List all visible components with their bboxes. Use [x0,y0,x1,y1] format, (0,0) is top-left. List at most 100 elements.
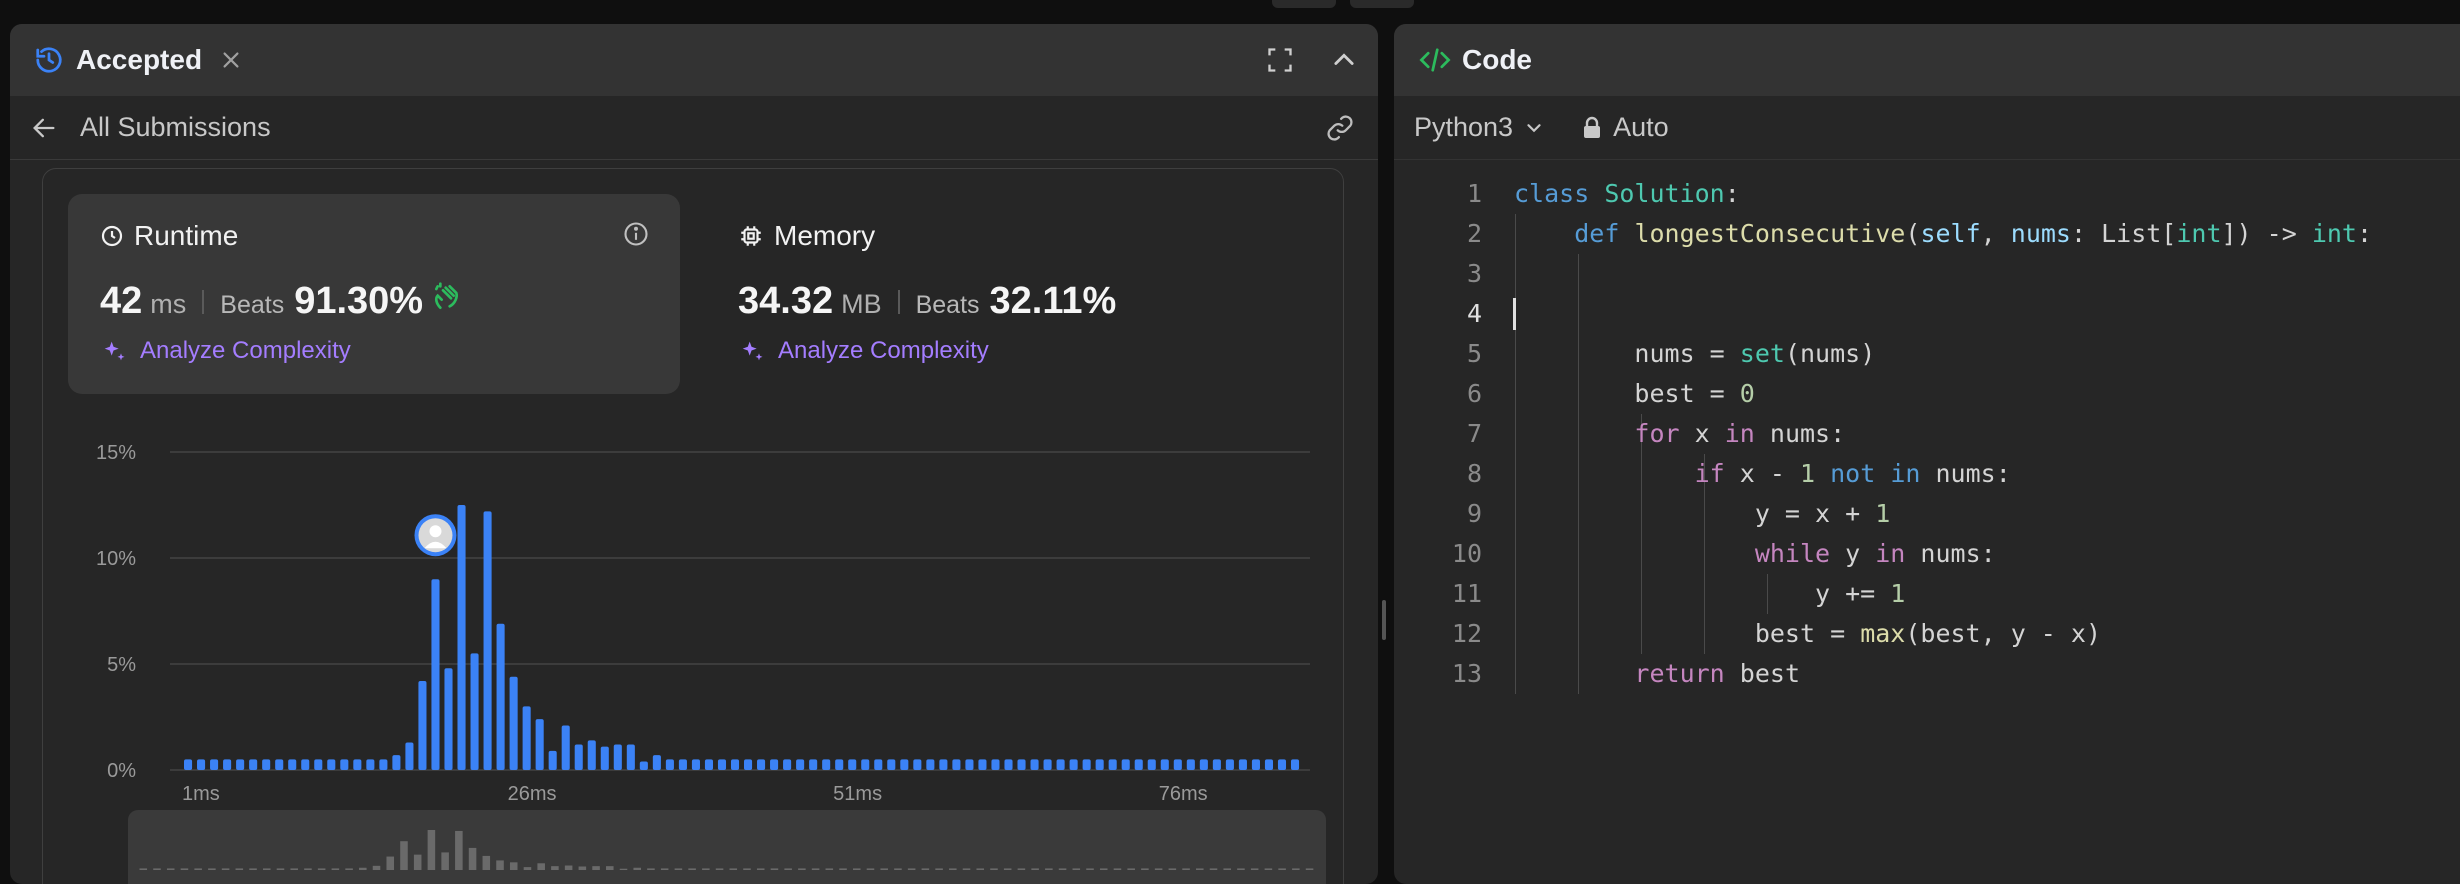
chart-bar[interactable] [366,759,375,770]
chart-bar[interactable] [262,759,271,770]
chart-bar[interactable] [223,759,232,770]
chart-bar[interactable] [236,759,245,770]
chart-bar[interactable] [1199,759,1208,770]
chart-bar[interactable] [639,761,648,770]
close-icon[interactable] [220,49,242,71]
chart-bar[interactable] [665,759,674,770]
chart-bar[interactable] [926,759,935,770]
fullscreen-icon[interactable] [1266,46,1294,74]
chart-bar[interactable] [652,755,661,770]
chart-bar[interactable] [470,653,479,770]
chart-bar[interactable] [1251,759,1260,770]
chart-bar[interactable] [757,759,766,770]
chart-bar[interactable] [1030,759,1039,770]
chart-bar[interactable] [587,740,596,770]
chart-bar[interactable] [1225,759,1234,770]
chart-bar[interactable] [249,759,258,770]
chart-bar[interactable] [874,759,883,770]
chart-bar[interactable] [770,759,779,770]
chart-bar[interactable] [288,759,297,770]
info-icon[interactable] [622,220,650,248]
chart-bar[interactable] [1108,759,1117,770]
chart-bar[interactable] [457,505,466,770]
auto-mode-toggle[interactable]: Auto [1581,112,1669,143]
your-submission-avatar-marker[interactable] [414,514,457,557]
chart-bar[interactable] [1069,759,1078,770]
chart-bar[interactable] [744,759,753,770]
tab-accepted[interactable]: Accepted [76,44,203,75]
chart-bar[interactable] [1134,759,1143,770]
chart-bar[interactable] [913,759,922,770]
chart-bar[interactable] [418,680,427,770]
chart-bar[interactable] [197,759,206,770]
all-submissions-link[interactable]: All Submissions [80,112,271,142]
chart-bar[interactable] [900,759,909,770]
chart-bar[interactable] [340,759,349,770]
chart-bar[interactable] [835,759,844,770]
chart-bar[interactable] [496,623,505,770]
chart-bar[interactable] [691,759,700,770]
chart-bar[interactable] [392,755,401,770]
runtime-analyze-complexity-link[interactable]: Analyze Complexity [100,337,648,365]
chart-bar[interactable] [848,759,857,770]
chart-bar[interactable] [1121,759,1130,770]
chart-bar[interactable] [1173,759,1182,770]
chart-bar[interactable] [1277,759,1287,770]
chart-bar[interactable] [1004,759,1013,770]
chart-bar[interactable] [1082,759,1091,770]
chart-bar[interactable] [809,759,818,770]
memory-analyze-complexity-link[interactable]: Analyze Complexity [738,337,1286,365]
chart-bar[interactable] [1017,759,1026,770]
chart-bar[interactable] [431,579,440,770]
chart-bar[interactable] [626,744,635,770]
chart-bar[interactable] [314,759,323,770]
chart-bar[interactable] [301,759,310,770]
chart-bar[interactable] [535,719,544,770]
chart-bar[interactable] [275,759,284,770]
chart-bar[interactable] [184,759,193,770]
memory-card[interactable]: Memory 34.32 MB Beats 32.11% Analyze Com… [706,194,1318,394]
tab-code[interactable]: Code [1462,44,1532,75]
chart-range-overview[interactable]: 1ms26ms51ms76ms101ms126ms151ms176ms [128,810,1326,884]
chart-bar[interactable] [861,759,870,770]
chart-bar[interactable] [353,759,362,770]
chart-bar[interactable] [1290,759,1300,770]
chart-bar[interactable] [678,759,687,770]
chart-bar[interactable] [1147,759,1156,770]
chart-bar[interactable] [704,759,714,770]
chart-bar[interactable] [210,759,219,770]
chart-bar[interactable] [548,750,557,770]
chart-bar[interactable] [613,744,622,770]
chart-bar[interactable] [327,759,336,770]
chart-bar[interactable] [1095,759,1104,770]
chart-bar[interactable] [1043,759,1052,770]
panel-resize-handle[interactable] [1382,600,1386,640]
chart-bar[interactable] [822,759,831,770]
chart-bar[interactable] [1186,759,1195,770]
runtime-card[interactable]: Runtime 42 ms Beats 91.30% Analyze Compl… [68,194,680,394]
code-editor[interactable]: 1 class Solution: 2 def longestConsecutiv… [1394,174,2460,694]
language-select[interactable]: Python3 [1414,112,1545,143]
chart-bar[interactable] [887,759,896,770]
chart-bar[interactable] [600,746,609,770]
chart-bar[interactable] [1212,759,1221,770]
chart-bar[interactable] [1264,759,1274,770]
chart-bar[interactable] [574,744,583,770]
chart-bar[interactable] [522,706,531,770]
chart-bar[interactable] [965,759,974,770]
chart-bar[interactable] [1160,759,1169,770]
chart-bar[interactable] [483,511,492,770]
back-arrow-icon[interactable] [30,114,58,142]
chart-bar[interactable] [783,759,792,770]
chart-bar[interactable] [991,759,1000,770]
chart-bar[interactable] [379,759,388,770]
chart-bar[interactable] [717,759,727,770]
chart-bar[interactable] [939,759,948,770]
chart-bar[interactable] [405,742,414,770]
chart-bar[interactable] [952,759,961,770]
chart-bar[interactable] [978,759,987,770]
chart-bar[interactable] [730,759,740,770]
chart-bar[interactable] [796,759,805,770]
chart-bar[interactable] [509,676,518,770]
chart-bar[interactable] [1238,759,1247,770]
